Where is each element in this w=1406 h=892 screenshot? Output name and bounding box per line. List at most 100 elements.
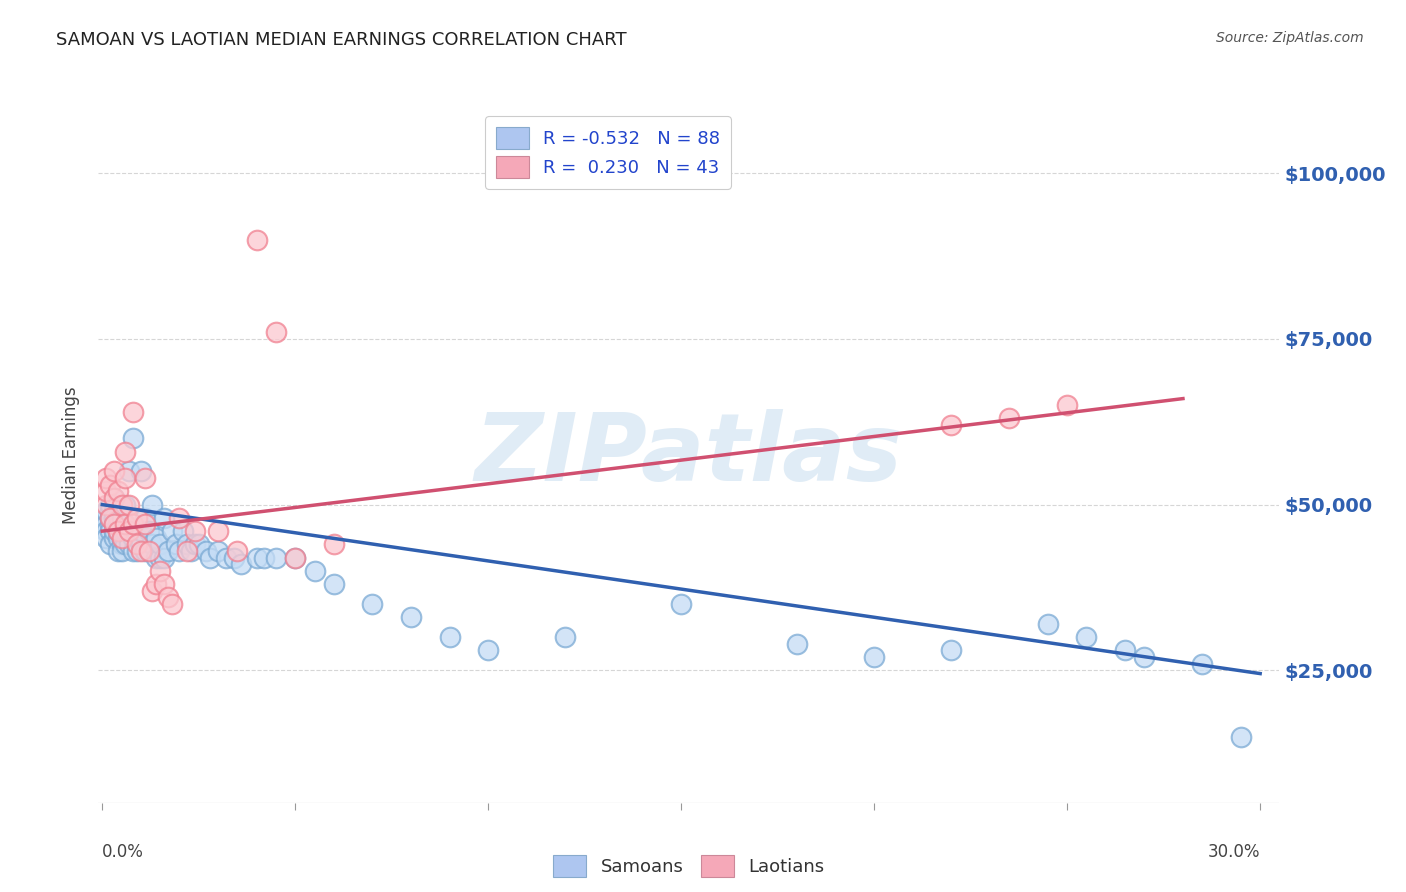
Point [118, 537, 141, 551]
Point [118, 524, 141, 538]
Point [103, 491, 125, 505]
Y-axis label: Median Earnings: Median Earnings [62, 386, 80, 524]
Point [103, 517, 125, 532]
Point [125, 544, 148, 558]
Point [322, 577, 344, 591]
Point [94, 517, 117, 532]
Point [786, 637, 808, 651]
Point [149, 537, 172, 551]
Point [138, 524, 160, 538]
Point [439, 630, 461, 644]
Point [1133, 650, 1156, 665]
Point [114, 471, 136, 485]
Point [399, 610, 422, 624]
Point [187, 537, 209, 551]
Text: ZIPatlas: ZIPatlas [475, 409, 903, 501]
Text: SAMOAN VS LAOTIAN MEDIAN EARNINGS CORRELATION CHART: SAMOAN VS LAOTIAN MEDIAN EARNINGS CORREL… [56, 31, 627, 49]
Point [98, 537, 121, 551]
Point [176, 537, 198, 551]
Point [129, 537, 152, 551]
Point [98, 498, 121, 512]
Point [156, 591, 179, 605]
Point [94, 524, 117, 538]
Point [165, 537, 187, 551]
Point [1076, 630, 1098, 644]
Point [176, 544, 198, 558]
Point [125, 537, 148, 551]
Point [94, 504, 117, 518]
Point [114, 524, 136, 538]
Point [107, 531, 129, 545]
Point [110, 537, 132, 551]
Point [103, 511, 125, 525]
Point [110, 531, 132, 545]
Point [103, 504, 125, 518]
Point [94, 498, 117, 512]
Point [141, 498, 163, 512]
Point [103, 465, 125, 479]
Point [207, 524, 229, 538]
Point [129, 465, 152, 479]
Point [107, 484, 129, 499]
Point [863, 650, 886, 665]
Point [160, 597, 183, 611]
Point [107, 544, 129, 558]
Point [284, 550, 307, 565]
Point [1036, 616, 1059, 631]
Point [207, 544, 229, 558]
Point [361, 597, 384, 611]
Point [1191, 657, 1213, 671]
Point [110, 544, 132, 558]
Point [226, 544, 249, 558]
Point [129, 524, 152, 538]
Point [98, 524, 121, 538]
Point [160, 524, 183, 538]
Point [304, 564, 326, 578]
Point [94, 511, 117, 525]
Point [200, 550, 222, 565]
Point [103, 524, 125, 538]
Point [1230, 730, 1253, 744]
Point [145, 550, 167, 565]
Point [264, 550, 287, 565]
Point [215, 550, 238, 565]
Point [141, 583, 163, 598]
Point [149, 550, 172, 565]
Point [118, 524, 141, 538]
Point [141, 537, 163, 551]
Point [264, 326, 287, 340]
Point [153, 550, 176, 565]
Point [94, 471, 117, 485]
Point [122, 544, 145, 558]
Point [195, 544, 218, 558]
Point [103, 491, 125, 505]
Point [184, 524, 207, 538]
Point [169, 544, 191, 558]
Point [134, 544, 156, 558]
Point [1056, 398, 1078, 412]
Text: 30.0%: 30.0% [1208, 843, 1260, 861]
Point [103, 517, 125, 532]
Point [134, 511, 156, 525]
Point [114, 537, 136, 551]
Point [222, 550, 245, 565]
Point [180, 544, 202, 558]
Legend: Samoans, Laotians: Samoans, Laotians [547, 847, 831, 884]
Point [253, 550, 276, 565]
Point [284, 550, 307, 565]
Point [941, 418, 963, 433]
Point [118, 498, 141, 512]
Point [107, 517, 129, 532]
Point [134, 517, 156, 532]
Point [169, 511, 191, 525]
Point [122, 517, 145, 532]
Point [98, 517, 121, 532]
Point [107, 524, 129, 538]
Point [110, 524, 132, 538]
Point [125, 511, 148, 525]
Point [246, 550, 269, 565]
Point [98, 504, 121, 518]
Text: Source: ZipAtlas.com: Source: ZipAtlas.com [1216, 31, 1364, 45]
Point [156, 544, 179, 558]
Point [122, 431, 145, 445]
